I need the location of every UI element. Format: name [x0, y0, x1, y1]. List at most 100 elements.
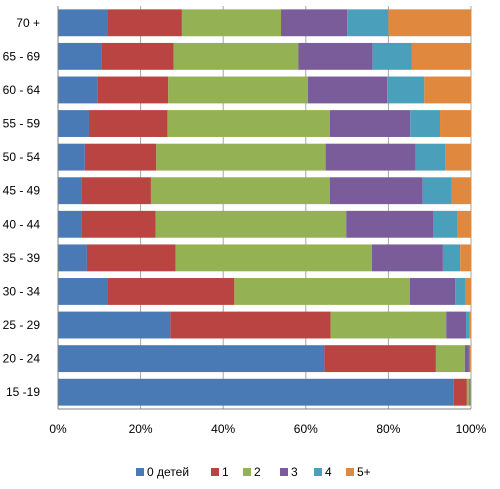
- bar-segment-1: [58, 278, 108, 305]
- bar-segment-3: [168, 76, 308, 104]
- bar-segment-5: [466, 311, 470, 339]
- bar-segment-5: [422, 177, 452, 205]
- legend-label: 2: [254, 465, 261, 479]
- bar-segment-2: [97, 76, 169, 104]
- y-category-label: 25 - 29: [3, 318, 41, 332]
- x-tick-label: 100%: [456, 422, 487, 436]
- y-category-label: 50 - 54: [3, 150, 41, 164]
- bar-segment-6: [470, 345, 471, 373]
- bar-segment-3: [167, 110, 330, 137]
- legend-label: 3: [291, 465, 298, 479]
- y-category-label: 15 -19: [6, 385, 40, 399]
- y-category-label: 20 - 24: [3, 352, 41, 366]
- y-category-label: 65 - 69: [3, 49, 41, 63]
- bar-segment-6: [457, 210, 471, 238]
- bar-segment-3: [181, 9, 282, 37]
- bar-segment-4: [329, 110, 411, 137]
- bar-segment-5: [387, 76, 425, 104]
- bar-segment-3: [234, 278, 410, 305]
- y-category-label: 35 - 39: [3, 251, 41, 265]
- y-category-label: 40 - 44: [3, 217, 41, 231]
- y-category-label: 30 - 34: [3, 284, 41, 298]
- bar-segment-4: [464, 345, 469, 373]
- bar-segment-3: [330, 311, 447, 339]
- bar-segment-4: [446, 311, 467, 339]
- bar-segment-5: [347, 9, 389, 37]
- bar-segment-5: [415, 143, 446, 171]
- bar-segment-6: [411, 42, 471, 70]
- x-tick-label: 20%: [129, 422, 153, 436]
- bar-segment-4: [468, 378, 470, 406]
- bar-segment-2: [88, 110, 168, 137]
- bar-segment-6: [440, 110, 471, 137]
- bar-segment-1: [58, 177, 82, 205]
- bar-segment-5: [372, 42, 412, 70]
- bar-segment-3: [175, 244, 372, 272]
- bar-segment-5: [455, 278, 466, 305]
- bar-segment-2: [86, 244, 176, 272]
- bar-segment-6: [388, 9, 471, 37]
- bar-segment-4: [409, 278, 456, 305]
- bar-segment-6: [460, 244, 471, 272]
- bar-segment-6: [424, 76, 471, 104]
- bar-segment-4: [307, 76, 388, 104]
- bar-segment-5: [433, 210, 458, 238]
- x-tick-label: 80%: [376, 422, 400, 436]
- bar-segment-1: [58, 42, 102, 70]
- bar-segment-5: [410, 110, 441, 137]
- bar-segment-1: [58, 311, 171, 339]
- x-tick-label: 0%: [49, 422, 67, 436]
- y-category-label: 70 +: [16, 16, 40, 30]
- bar-segment-1: [58, 244, 87, 272]
- bar-segment-6: [451, 177, 471, 205]
- legend-swatch: [243, 468, 251, 476]
- bar-segment-4: [346, 210, 434, 238]
- bar-segment-3: [173, 42, 299, 70]
- bar-segment-4: [329, 177, 423, 205]
- y-category-label: 60 - 64: [3, 83, 41, 97]
- legend-swatch: [314, 468, 322, 476]
- bar-segment-1: [58, 9, 108, 37]
- bar-segment-5: [468, 345, 471, 373]
- bar-segment-2: [81, 177, 151, 205]
- bar-segment-3: [155, 210, 347, 238]
- legend-label: 4: [325, 465, 332, 479]
- legend-swatch: [136, 468, 144, 476]
- legend-swatch: [211, 468, 219, 476]
- bar-segment-6: [465, 278, 471, 305]
- bar-segment-3: [435, 345, 465, 373]
- x-tick-label: 40%: [211, 422, 235, 436]
- bar-segment-4: [298, 42, 373, 70]
- legend-swatch: [280, 468, 288, 476]
- bar-segment-5: [442, 244, 461, 272]
- y-category-label: 55 - 59: [3, 117, 41, 131]
- bar-segment-2: [101, 42, 174, 70]
- bar-segment-2: [84, 143, 157, 171]
- bar-segment-5: [469, 378, 471, 406]
- bar-segment-1: [58, 378, 454, 406]
- bar-segment-2: [107, 9, 182, 37]
- legend-swatch: [346, 468, 354, 476]
- legend-label: 0 детей: [147, 465, 189, 479]
- bar-segment-3: [156, 143, 326, 171]
- bar-segment-3: [466, 378, 469, 406]
- bar-segment-2: [81, 210, 156, 238]
- x-tick-label: 60%: [294, 422, 318, 436]
- bar-segment-4: [325, 143, 416, 171]
- bar-segment-1: [58, 110, 89, 137]
- bar-segment-3: [150, 177, 330, 205]
- bar-segment-1: [58, 76, 98, 104]
- bar-segment-2: [324, 345, 436, 373]
- bar-segment-4: [371, 244, 443, 272]
- bar-segment-6: [469, 311, 471, 339]
- bar-segment-4: [281, 9, 348, 37]
- y-category-label: 45 - 49: [3, 184, 41, 198]
- bar-segment-1: [58, 210, 82, 238]
- bar-segment-2: [170, 311, 331, 339]
- bar-segment-6: [445, 143, 471, 171]
- bar-segment-1: [58, 143, 85, 171]
- legend-label: 5+: [357, 465, 371, 479]
- legend-label: 1: [222, 465, 229, 479]
